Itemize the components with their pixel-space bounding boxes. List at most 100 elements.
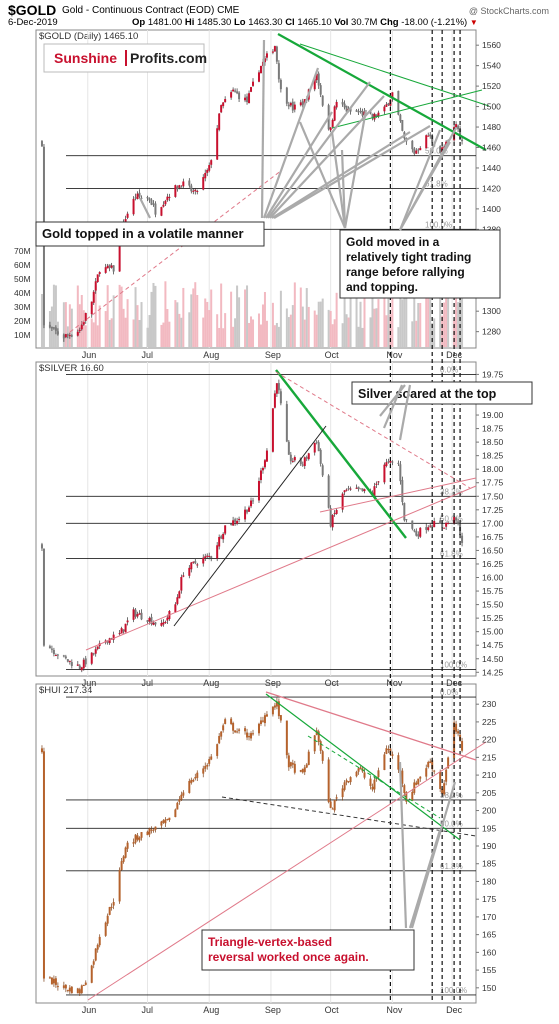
volume-bar — [355, 293, 358, 347]
gold-range-annotation-text: relatively tight trading — [346, 250, 471, 264]
candle-body — [291, 101, 294, 111]
candle-body — [192, 779, 195, 782]
y-tick-label: 15.25 — [482, 613, 504, 623]
volume-bar — [405, 281, 408, 347]
candle-body — [303, 767, 306, 773]
volume-bar — [104, 311, 107, 347]
candle-body — [248, 507, 251, 512]
callout-line — [139, 197, 151, 219]
candle-body — [206, 555, 209, 557]
candle-body — [138, 613, 141, 615]
x-tick-label: Jul — [141, 678, 153, 688]
candle-body — [405, 519, 408, 521]
hui-resistance-line — [265, 691, 477, 761]
candle-body — [248, 93, 251, 103]
y-tick-label: 170 — [482, 912, 496, 922]
candle-body — [220, 536, 223, 539]
volume-bar — [413, 281, 416, 347]
volume-bar — [263, 292, 266, 347]
y-tick-label: 1500 — [482, 102, 501, 112]
candle-body — [259, 65, 262, 74]
volume-bar — [357, 326, 360, 347]
x-tick-label: Oct — [325, 1005, 340, 1015]
candle-body — [134, 609, 137, 617]
candle-body — [391, 92, 394, 99]
volume-bar — [92, 322, 95, 347]
candle-body — [369, 778, 372, 787]
candle-body — [98, 936, 101, 946]
volume-bar — [447, 284, 450, 347]
volume-bar — [321, 298, 324, 347]
candle-body — [148, 198, 151, 201]
volume-bar — [317, 301, 320, 347]
candle-body — [244, 97, 247, 101]
candle-body — [359, 767, 362, 770]
candle-body — [224, 525, 227, 534]
callout-line — [399, 141, 451, 231]
y-tick-label: 17.75 — [482, 478, 504, 488]
y-tick-label: 195 — [482, 823, 496, 833]
candle-body — [443, 146, 446, 148]
candle-body — [248, 736, 251, 738]
y-tick-label: 1460 — [482, 142, 501, 152]
candle-body — [104, 922, 107, 936]
logo-divider — [125, 50, 127, 66]
candle-body — [48, 646, 51, 649]
candle-body — [363, 489, 366, 492]
candle-body — [373, 779, 376, 790]
candle-body — [385, 462, 388, 466]
candle-body — [216, 545, 219, 559]
candle-body — [98, 272, 101, 275]
volume-bar — [168, 321, 171, 347]
candle-body — [417, 534, 420, 537]
volume-bar — [461, 284, 464, 347]
gold-pink-trend — [69, 169, 283, 333]
candle-body — [401, 480, 404, 503]
x-tick-label: Jun — [82, 1005, 97, 1015]
y-tick-label: 1300 — [482, 306, 501, 316]
candle-body — [190, 562, 193, 570]
x-tick-label: Aug — [203, 350, 219, 360]
candle-body — [413, 530, 416, 532]
volume-bar — [202, 317, 205, 347]
candle-body — [313, 79, 316, 90]
volume-bar — [220, 283, 223, 347]
candle-body — [236, 520, 239, 524]
candle-body — [341, 788, 344, 798]
x-tick-label: Jul — [141, 350, 153, 360]
volume-bar — [329, 310, 332, 347]
candle-body — [138, 192, 141, 197]
volume-bar — [333, 319, 336, 347]
volume-bar — [232, 326, 235, 347]
candle-body — [275, 383, 278, 394]
candle-body — [461, 741, 464, 751]
candle-body — [355, 110, 358, 112]
candle-body — [78, 329, 81, 331]
candle-body — [208, 759, 211, 764]
candle-body — [120, 861, 123, 871]
candle-body — [403, 785, 406, 793]
candle-body — [293, 104, 296, 110]
volume-bar — [160, 324, 163, 347]
candle-body — [401, 119, 404, 131]
candle-body — [335, 101, 338, 108]
candle-body — [168, 817, 171, 821]
candle-body — [188, 780, 191, 793]
gold-resistance-line — [277, 33, 487, 151]
candle-body — [425, 135, 428, 149]
candle-body — [259, 720, 262, 724]
volume-bar — [120, 286, 123, 347]
volume-bar — [150, 291, 153, 347]
candle-body — [321, 465, 324, 476]
y-tick-label: 18.25 — [482, 451, 504, 461]
candle-body — [427, 527, 430, 531]
gold-topped-annotation-box — [35, 221, 265, 247]
candle-body — [112, 902, 115, 906]
x-tick-label: Nov — [386, 678, 403, 688]
candle-body — [252, 81, 255, 86]
volume-bar — [146, 327, 149, 347]
volume-bar — [429, 288, 432, 347]
candle-body — [178, 799, 181, 802]
y-tick-label: 1280 — [482, 327, 501, 337]
y-tick-label: 175 — [482, 894, 496, 904]
